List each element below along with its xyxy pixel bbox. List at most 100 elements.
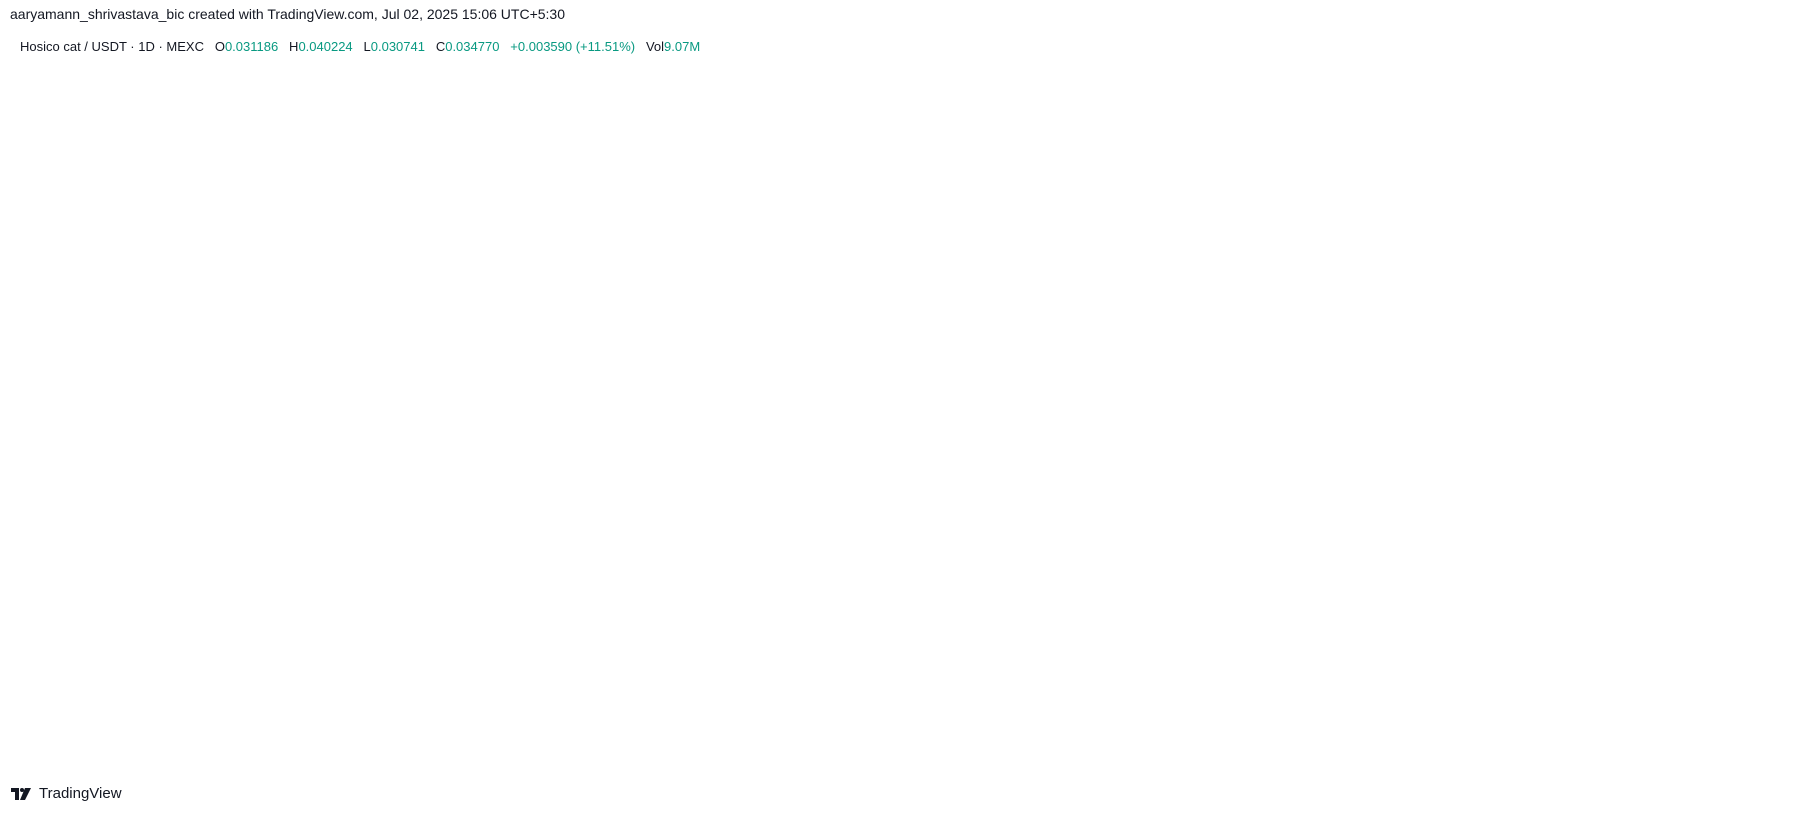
x-tick-label: 20 [455,755,469,770]
candle-body [752,419,801,517]
chart-frame [10,24,1801,777]
candle-23 [627,417,675,676]
x-tick-label: 7 [1528,755,1535,770]
x-tick-label: 21 [518,755,532,770]
candle-28 [941,286,990,546]
change-value: +0.003590 (+11.51%) [510,39,636,54]
candle-body [60,424,109,474]
x-tick-label: 5 [1402,755,1409,770]
x-tick-label: 17 [266,755,280,770]
candle-body [186,374,235,467]
x-tick-label: 6 [1465,755,1472,770]
candle-13 [11,397,46,746]
close-label: C [435,39,446,54]
candle-14 [60,357,109,550]
close-value: 0.034770 [445,39,500,54]
tradingview-logo-icon [11,787,31,800]
y-tick-label: 0.022000 [1730,434,1784,449]
level-price-tag [1722,100,1794,119]
level-price-label: 0.019007 [1727,514,1781,529]
candle-body [501,573,550,583]
measure-box [1154,190,1218,290]
y-tick-label: 0.014000 [1730,681,1784,696]
last-price-tag [1722,180,1794,217]
x-tick-label: 10 [1713,755,1727,770]
candle-22 [564,531,613,725]
tradingview-brand: TradingView [39,785,122,802]
y-tick-label: 0.017500 [1730,559,1784,574]
x-tick-label: 23 [644,755,658,770]
candle-26 [815,438,864,557]
candle-body [312,418,361,479]
x-tick-label: 18 [329,755,343,770]
x-tick-label: 26 [832,755,846,770]
x-tick-label: 2 [1213,755,1220,770]
y-tick-label: 0.016000 [1730,608,1784,623]
ohlc-legend: Hosico cat / USDT · 1D · MEXC O0.031186 … [20,39,700,54]
symbol-label[interactable]: Hosico cat / USDT · 1D · MEXC [20,39,204,54]
low-label: L [363,39,371,54]
candle-29 [1004,213,1053,354]
tradingview-logo: TradingView [11,785,122,802]
candle-body [11,423,46,697]
y-tick-label: 0.020500 [1730,472,1784,487]
y-tick-label: 0.030000 [1730,264,1784,279]
candle-body [878,524,927,532]
level-price-tag [1722,407,1794,426]
measure-label: 0.005626 (19.36%) 5,626 [1139,163,1252,174]
x-tick-label: 13 [15,755,29,770]
level-price-tag [1722,646,1794,665]
candle-17 [249,427,298,535]
x-tick-label: 15 [141,755,155,770]
level-price-tag [1722,218,1794,237]
candle-body [1067,269,1116,290]
x-tick-label: 3 [1276,755,1283,770]
bar-countdown: 14:23:34 [1733,199,1784,214]
candle-15 [123,274,172,496]
x-tick-label: 24 [707,755,721,770]
last-price-label: 0.034770 [1727,183,1781,198]
x-tick-label: Jul [1146,755,1163,770]
y-tick-label: 0.038000 [1730,135,1784,150]
open-value: 0.031186 [224,39,279,54]
low-value: 0.030741 [370,39,425,54]
level-price-label: 0.034713 [1727,221,1781,236]
candle-2 [1193,111,1242,259]
candle-27 [878,481,927,543]
y-tick-label: 0.026000 [1730,343,1784,358]
volume-label: Vol [645,39,665,54]
x-tick-label: 14 [78,755,92,770]
candle-body [564,582,613,642]
x-tick-label: 19 [392,755,406,770]
candle-18 [312,350,361,511]
open-label: O [214,39,225,54]
y-tick-label: 0.024000 [1730,386,1784,401]
y-tick-label: 0.046000 [1730,31,1784,46]
y-tick-label: 0.042000 [1730,81,1784,96]
candle-24 [689,350,738,490]
candle-body [815,516,864,525]
candle-body [375,418,424,519]
level-price-label: 0.014838 [1727,649,1781,664]
x-tick-label: 28 [958,755,972,770]
candle-25 [752,371,801,532]
candle-body [941,350,990,540]
candle-body [438,518,487,575]
candle-body [1193,190,1242,251]
high-value: 0.040224 [298,39,353,54]
candle-body [1004,269,1053,354]
candle-30 [1067,202,1116,318]
x-tick-label: 4 [1339,755,1346,770]
candle-20 [438,440,487,607]
candle-body [123,371,172,474]
x-tick-label: 25 [770,755,784,770]
high-label: H [289,39,299,54]
candle-body [627,477,675,642]
y-tick-label: 0.028000 [1730,302,1784,317]
candle-Jul-1 [1130,209,1179,413]
candle-body [249,464,298,479]
candle-body [689,419,738,479]
attribution-header: aaryamann_shrivastava_bic created with T… [10,6,566,22]
x-tick-label: 22 [581,755,595,770]
